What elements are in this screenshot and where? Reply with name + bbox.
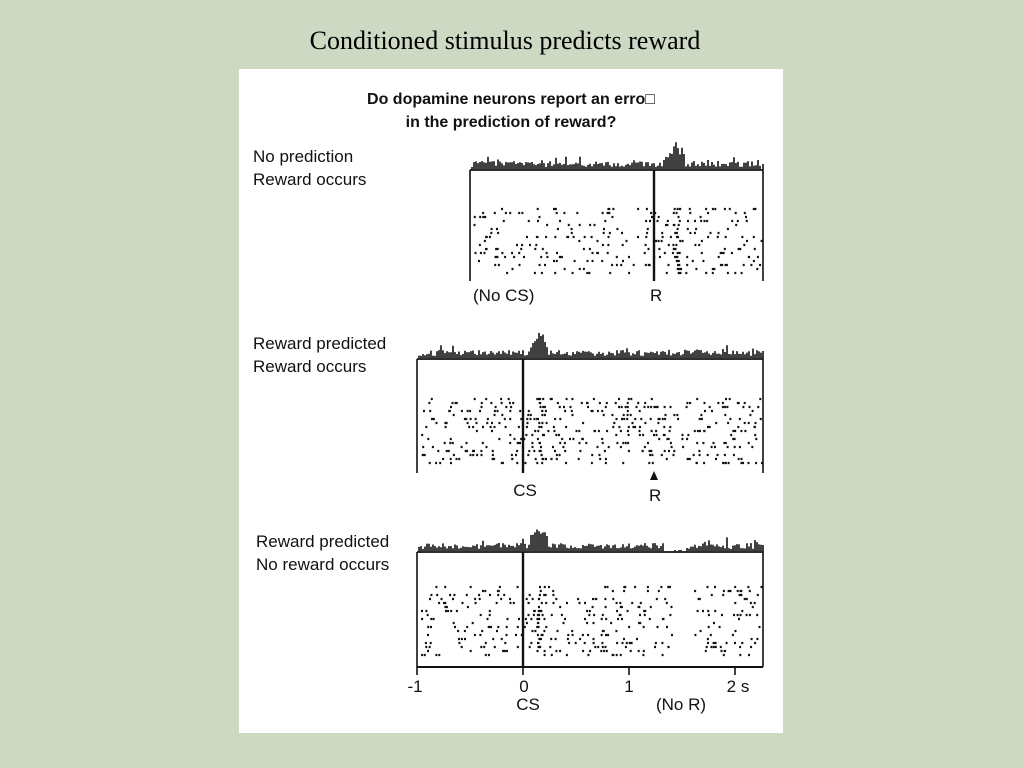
axis-tick-label-minus1: -1 (407, 677, 422, 696)
panel1-histogram (471, 142, 761, 169)
figure-panel: Do dopamine neurons report an erro□ in t… (239, 69, 783, 733)
panel1-raster (473, 207, 763, 275)
raster-dots (421, 397, 763, 465)
axis-no-reward-label: (No R) (656, 695, 706, 714)
panel3-histogram (418, 529, 762, 551)
spike-histogram (418, 332, 762, 358)
panel3-raster (421, 585, 763, 657)
panel1-reward-label: R (650, 286, 662, 305)
axis-tick-label-2s: 2 s (727, 677, 750, 696)
panel3-label-line1: Reward predicted (256, 532, 389, 551)
panel3-label-line2: No reward occurs (256, 555, 389, 574)
panel2-reward-label: R (649, 486, 661, 505)
panel1-no-cs-label: (No CS) (473, 286, 534, 305)
raster-dots (473, 207, 763, 275)
figure-svg: Do dopamine neurons report an erro□ in t… (253, 91, 764, 714)
slide-title: Conditioned stimulus predicts reward (309, 26, 701, 55)
figure-heading-line2: in the prediction of reward? (406, 114, 617, 131)
axis-tick-label-0: 0 (519, 677, 528, 696)
panel2-cs-label: CS (513, 481, 537, 500)
panel2-histogram (418, 332, 762, 358)
raster-dots (421, 585, 763, 657)
panel2-label-line2: Reward occurs (253, 357, 366, 376)
axis-tick-label-1: 1 (624, 677, 633, 696)
panel1-label-line1: No prediction (253, 147, 353, 166)
axis-cs-label: CS (516, 695, 540, 714)
panel1-label-line2: Reward occurs (253, 170, 366, 189)
spike-histogram (418, 529, 762, 551)
panel2-label-line1: Reward predicted (253, 334, 386, 353)
panel2-reward-arrow-icon (650, 471, 658, 480)
figure-heading-line1: Do dopamine neurons report an erro□ (367, 91, 655, 108)
panel2-raster (421, 397, 763, 465)
spike-histogram (471, 142, 761, 169)
